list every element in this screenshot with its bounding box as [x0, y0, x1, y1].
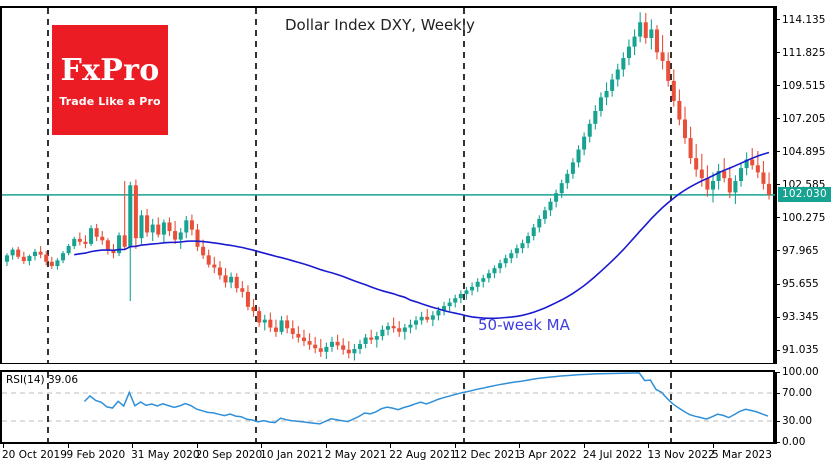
rsi-line	[83, 372, 769, 425]
price-axis-tick: 91.035	[775, 344, 819, 356]
candlestick-series	[4, 12, 772, 361]
x-axis-tick-mark	[325, 444, 327, 448]
price-axis-tick-label: 111.825	[782, 46, 826, 59]
price-axis-tick: 95.655	[775, 278, 819, 290]
rsi-axis-tick-label: 70.00	[782, 387, 813, 399]
rsi-axis-tick: 100.00	[775, 366, 819, 378]
rsi-axis-tick: 0.00	[775, 436, 805, 448]
price-axis-tick-label: 107.205	[782, 112, 826, 125]
price-axis-tick-label: 91.035	[782, 344, 819, 357]
x-axis-tick-mark	[519, 444, 521, 448]
chart-title: Dollar Index DXY, Weekly	[285, 16, 475, 34]
x-axis-tick-mark	[648, 444, 650, 448]
price-axis-tick-label: 97.965	[782, 244, 819, 257]
fxpro-logo-tagline: Trade Like a Pro	[59, 95, 161, 108]
ma-annotation-label: 50-week MA	[478, 316, 570, 334]
rsi-axis-spine	[775, 372, 777, 444]
price-axis-tick: 111.825	[775, 47, 825, 59]
x-axis-date-label: 31 May 2020	[131, 449, 200, 461]
x-axis-date-label: 13 Nov 2022	[647, 449, 715, 461]
moving-average-line	[74, 151, 770, 320]
fxpro-logo-name: FxPro	[60, 53, 160, 88]
x-axis-date-label: 20 Sep 2020	[195, 449, 263, 461]
price-axis-tick: 109.515	[775, 80, 825, 92]
x-axis-tick-mark	[3, 444, 4, 448]
x-axis-date-label: 3 Apr 2022	[518, 449, 577, 461]
price-axis-tick-label: 114.135	[782, 13, 826, 26]
price-axis-tick-label: 104.895	[782, 145, 826, 158]
x-axis-tick-mark	[583, 444, 585, 448]
x-axis-date-label: 2 May 2021	[324, 449, 387, 461]
price-axis-tick: 104.895	[775, 146, 825, 158]
x-axis-date-label: 10 Jan 2021	[260, 449, 324, 461]
x-axis-date-label: 22 Aug 2021	[389, 449, 457, 461]
x-axis-date-label: 24 Jul 2022	[582, 449, 643, 461]
price-axis-tick: 114.135	[775, 14, 825, 26]
rsi-indicator-label: RSI(14) 39.06	[6, 374, 79, 386]
x-axis-tick-mark	[132, 444, 134, 448]
x-axis-date-label: 9 Feb 2020	[66, 449, 126, 461]
last-price-badge: 102.030	[778, 186, 831, 202]
price-axis-spine	[775, 6, 777, 364]
x-axis-tick-mark	[67, 444, 69, 448]
price-axis-tick-label: 93.345	[782, 311, 819, 324]
price-axis-tick-label: 95.655	[782, 278, 819, 290]
x-axis-tick-mark	[390, 444, 392, 448]
rsi-indicator-panel[interactable]	[0, 370, 775, 444]
price-axis-tick: 93.345	[775, 311, 819, 323]
price-axis-tick: 97.965	[775, 245, 819, 257]
x-axis-date-label: 20 Oct 2019	[2, 449, 67, 461]
price-chart-canvas	[2, 8, 775, 364]
price-axis-tick: 107.205	[775, 113, 825, 125]
rsi-axis-tick: 30.00	[775, 415, 812, 427]
rsi-axis-tick-label: 100.00	[782, 366, 819, 378]
x-axis-date-label: 5 Mar 2023	[712, 449, 772, 461]
x-axis-tick-mark	[454, 444, 456, 448]
fxpro-logo: FxPro Trade Like a Pro	[52, 25, 168, 135]
rsi-axis-tick-label: 30.00	[782, 415, 813, 427]
price-axis-tick-label: 109.515	[782, 79, 826, 92]
x-axis-date-label: 12 Dec 2021	[453, 449, 521, 461]
price-axis-tick-label: 100.275	[782, 211, 826, 224]
x-axis-tick-mark	[713, 444, 714, 448]
price-axis-tick: 100.275	[775, 212, 825, 224]
rsi-axis-tick-label: 0.00	[782, 436, 806, 448]
rsi-axis-tick: 70.00	[775, 387, 812, 399]
x-axis-tick-mark	[196, 444, 198, 448]
x-axis-tick-mark	[261, 444, 263, 448]
rsi-chart-canvas	[2, 372, 773, 442]
